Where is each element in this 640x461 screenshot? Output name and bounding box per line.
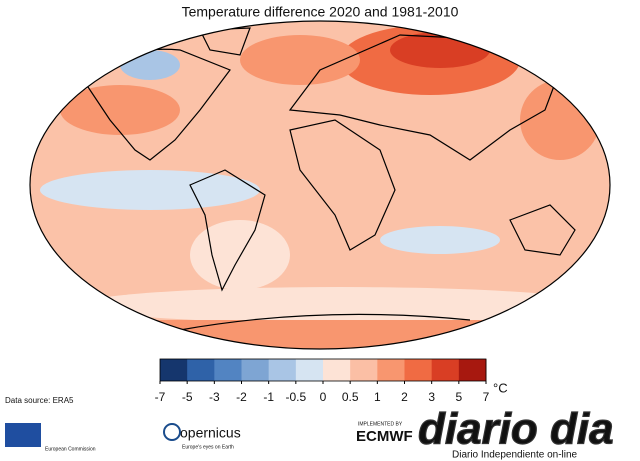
coastlines: [79, 27, 576, 331]
colorbar-segment: [268, 359, 297, 381]
warm-patch: [60, 85, 180, 135]
colorbar-segment: [160, 359, 188, 381]
colorbar-tick-label: 5: [455, 390, 462, 404]
unit: °C: [493, 380, 508, 395]
colorbar-tick-label: -3: [209, 390, 220, 404]
warm-band: [80, 287, 600, 323]
colorbar-tick-label: -2: [236, 390, 247, 404]
colorbar-segment: [377, 359, 405, 381]
colorbar-tick-label: -7: [155, 390, 166, 404]
eu-flag: [5, 423, 41, 447]
copernicus-tagline: Europe's eyes on Earth: [182, 444, 234, 450]
colorbar-tick-label: -5: [182, 390, 193, 404]
implemented-by: IMPLEMENTED BY: [358, 421, 403, 427]
watermark: diario dia: [418, 405, 614, 454]
map: [30, 21, 610, 349]
antarctic: [30, 320, 610, 349]
warm-patch: [240, 35, 360, 85]
cool-patch: [380, 226, 500, 254]
title: Temperature difference 2020 and 1981-201…: [182, 4, 459, 20]
colorbar-segment: [241, 359, 270, 381]
colorbar-tick-label: -1: [263, 390, 274, 404]
copernicus-logo: [163, 423, 181, 441]
colorbar-segment: [295, 359, 324, 381]
data-source: Data source: ERA5: [5, 396, 74, 405]
colorbar-segment: [404, 359, 433, 381]
warm-patch: [520, 80, 600, 160]
commission: European Commission: [45, 446, 96, 452]
colorbar-tick-label: 1: [374, 390, 381, 404]
watermark-tagline: Diario Independiente on-line: [452, 450, 578, 461]
colorbar-tick-label: 0.5: [342, 390, 359, 404]
warm-band: [190, 220, 290, 290]
colorbar-segment: [458, 359, 487, 381]
colorbar-segment: [214, 359, 242, 381]
colorbar-segment: [323, 359, 351, 381]
colorbar-tick-label: -0.5: [285, 390, 306, 404]
colorbar-segment: [431, 359, 460, 381]
map-frame: [29, 20, 611, 350]
colorbar-tick-label: 7: [483, 390, 490, 404]
colorbar-tick-label: 3: [428, 390, 435, 404]
cool-patch: [120, 50, 180, 80]
colorbar-tick-label: 0: [320, 390, 327, 404]
colorbar-tick-label: 2: [401, 390, 408, 404]
copernicus: opernicus: [180, 425, 241, 441]
colorbar-segment: [187, 359, 215, 381]
cool-patch: [40, 170, 260, 210]
ecmwf: ECMWF: [356, 428, 413, 445]
colorbar: -7 -5 -3 -2 -1 -0.5 0 0.5 1 2 3 5 7: [155, 358, 490, 404]
colorbar-segment: [350, 359, 378, 381]
